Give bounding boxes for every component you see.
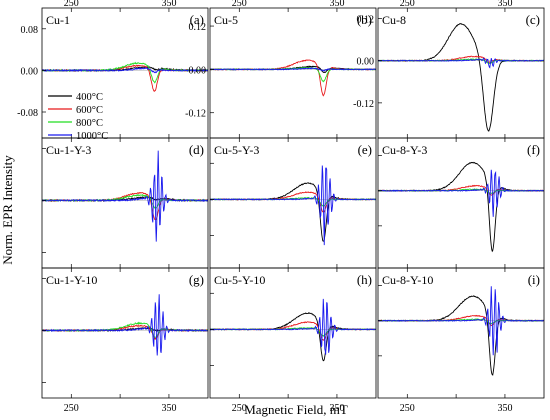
- series-group: [210, 59, 376, 97]
- panel-frame: [41, 267, 209, 399]
- panel-title: Cu-1-Y-10: [46, 273, 97, 287]
- series-line-1000: [210, 67, 376, 72]
- series-line-1000: [42, 66, 208, 74]
- series-group: [210, 298, 376, 362]
- panel-tag: (d): [189, 142, 204, 157]
- series-group: [42, 294, 208, 356]
- series-line-1000: [378, 169, 544, 217]
- series-group: [42, 150, 208, 242]
- y-tick-label: -0.12: [185, 109, 206, 120]
- panel-tag: (e): [358, 142, 372, 157]
- x-tick-label: 350: [497, 0, 512, 9]
- panel-tag: (f): [527, 142, 540, 157]
- panel-e: Cu-5-Y-3 (e): [209, 137, 377, 269]
- x-tick-label: 250: [400, 403, 415, 414]
- x-axis-label: Magnetic Field, mT: [244, 402, 348, 417]
- x-tick-label: 250: [400, 0, 415, 9]
- series-line-1000: [378, 286, 544, 356]
- series-group: [210, 165, 376, 246]
- y-tick-label: -0.12: [353, 99, 374, 110]
- panel-title: Cu-5-Y-3: [214, 143, 259, 157]
- series-group: [42, 61, 208, 93]
- panel-title: Cu-1: [46, 13, 70, 27]
- series-line-1000: [42, 150, 208, 242]
- x-tick-label: 250: [232, 0, 247, 9]
- y-tick-label: 0.00: [189, 65, 207, 76]
- legend-label: 600°C: [76, 105, 103, 116]
- y-tick-label: 0.08: [21, 25, 39, 36]
- panel-grid: 0.08 0.00 -0.08 Cu-1 (a) 400°C 600°C 800°C 1000°…: [17, 0, 545, 414]
- x-tick-label: 350: [497, 403, 512, 414]
- y-tick-label: -0.08: [17, 108, 38, 119]
- series-line-1000: [210, 165, 376, 246]
- legend-label: 400°C: [76, 92, 103, 103]
- panel-tag: (g): [189, 272, 204, 287]
- panel-title: Cu-8: [382, 13, 406, 27]
- panel-g: Cu-1-Y-10 (g): [41, 267, 209, 399]
- panel-i: Cu-8-Y-10 (i): [377, 267, 545, 399]
- y-tick-label: 0.12: [357, 15, 375, 26]
- y-tick-label: 0.00: [21, 66, 39, 77]
- panel-frame: [209, 267, 377, 399]
- series-group: [378, 23, 544, 132]
- panel-frame: [377, 267, 545, 399]
- panel-title: Cu-8-Y-10: [382, 273, 433, 287]
- x-tick-label: 350: [161, 0, 176, 9]
- panel-tag: (h): [357, 272, 372, 287]
- series-line-1000: [378, 57, 544, 69]
- x-tick-label: 250: [232, 403, 247, 414]
- panel-h: Cu-5-Y-10 (h): [209, 267, 377, 399]
- panel-tag: (c): [526, 12, 540, 27]
- y-axis-label: Norm. EPR Intensity: [0, 155, 15, 265]
- x-tick-label: 350: [161, 403, 176, 414]
- x-tick-label: 250: [64, 403, 79, 414]
- series-group: [378, 286, 544, 376]
- y-tick-label: 0.12: [189, 22, 207, 33]
- series-line-1000: [42, 294, 208, 356]
- panel-title: Cu-5: [214, 13, 238, 27]
- x-tick-label: 250: [64, 0, 79, 9]
- x-tick-label: 350: [329, 0, 344, 9]
- panel-tag: (b): [357, 12, 372, 27]
- panel-d: Cu-1-Y-3 (d): [41, 137, 209, 269]
- panel-title: Cu-5-Y-10: [214, 273, 265, 287]
- y-tick-label: 0.00: [357, 57, 375, 68]
- legend-label: 1000°C: [76, 131, 108, 142]
- legend-label: 800°C: [76, 118, 103, 129]
- panel-b: 0.12 0.00 -0.12 Cu-5 (b): [185, 7, 377, 139]
- panel-title: Cu-1-Y-3: [46, 143, 91, 157]
- series-line-1000: [210, 298, 376, 355]
- panel-a: 0.08 0.00 -0.08 Cu-1 (a) 400°C 600°C 800°C 1000°…: [17, 7, 209, 142]
- panel-tag: (i): [528, 272, 540, 287]
- panel-tag: (a): [190, 12, 204, 27]
- panel-title: Cu-8-Y-3: [382, 143, 427, 157]
- panel-c: 0.12 0.00 -0.12 Cu-8 (c): [353, 7, 545, 139]
- panel-f: Cu-8-Y-3 (f): [377, 137, 545, 269]
- x-tick-label: 350: [329, 403, 344, 414]
- series-group: [378, 161, 544, 253]
